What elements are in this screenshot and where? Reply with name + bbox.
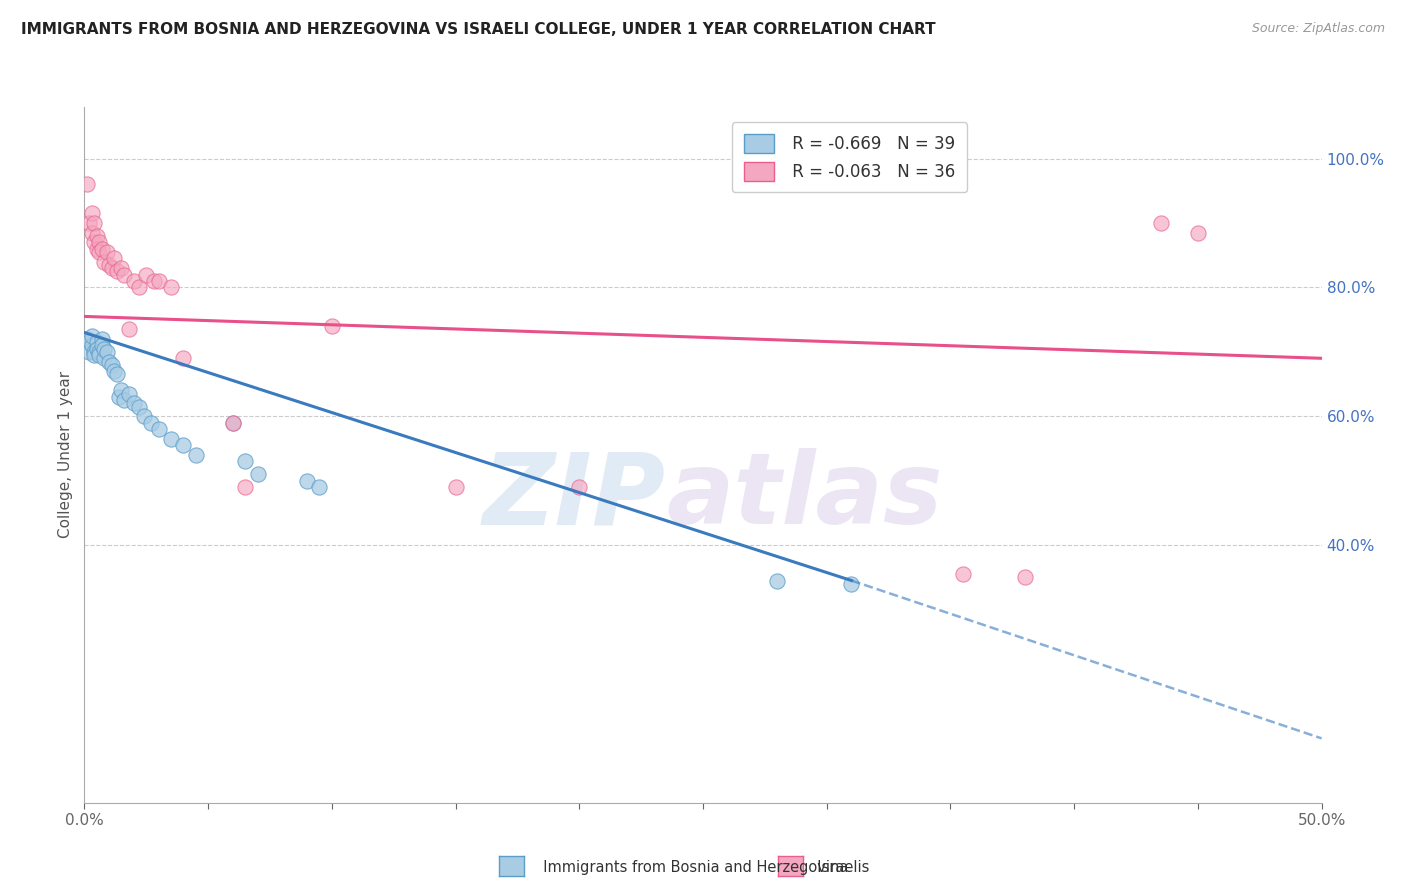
Point (98, 354, 121, 368)
Point (148, 274, 170, 288)
Point (90, 332, 112, 346)
Text: ZIP: ZIP (482, 448, 666, 545)
Point (142, 274, 165, 288)
Text: Immigrants from Bosnia and Herzegovina: Immigrants from Bosnia and Herzegovina (534, 860, 849, 874)
Point (83, 344, 105, 359)
Point (80, 338, 103, 352)
Point (86, 228, 108, 243)
Point (568, 480, 591, 494)
Point (122, 274, 145, 288)
Point (141, 416, 163, 430)
Point (118, 322, 141, 336)
Y-axis label: College, Under 1 year: College, Under 1 year (58, 371, 73, 539)
Point (128, 400, 150, 414)
Point (100, 261, 122, 276)
Point (76, 178, 98, 192)
Point (80, 226, 103, 240)
Text: atlas: atlas (666, 448, 942, 545)
Point (246, 467, 269, 482)
Point (132, 409, 155, 424)
Point (222, 416, 245, 430)
Point (233, 454, 256, 468)
Point (222, 416, 245, 430)
Point (89, 344, 111, 359)
Point (184, 448, 207, 462)
Point (105, 368, 128, 382)
Point (89, 348, 111, 362)
Point (112, 268, 135, 282)
Point (79, 216, 101, 230)
Point (83, 235, 105, 250)
Point (1150, 216, 1173, 230)
Point (79, 335, 101, 350)
Point (90, 242, 112, 256)
Point (295, 474, 318, 488)
Point (172, 351, 194, 366)
Point (79, 344, 101, 359)
Point (108, 390, 131, 404)
Point (83, 348, 105, 362)
Point (135, 268, 157, 282)
Point (160, 432, 183, 446)
Text: Source: ZipAtlas.com: Source: ZipAtlas.com (1251, 22, 1385, 36)
Point (93, 342, 115, 356)
Point (952, 567, 974, 582)
Point (80, 328, 103, 343)
Point (444, 480, 467, 494)
Point (148, 422, 170, 436)
Point (89, 244, 111, 259)
Point (841, 576, 863, 591)
Point (89, 235, 111, 250)
Point (118, 386, 141, 401)
Point (112, 393, 135, 408)
Legend:  R = -0.669   N = 39,  R = -0.063   N = 36: R = -0.669 N = 39, R = -0.063 N = 36 (733, 122, 967, 193)
Point (100, 358, 122, 372)
Point (83, 216, 105, 230)
Point (160, 280, 183, 294)
Point (96, 244, 118, 259)
Point (103, 252, 125, 266)
Point (110, 384, 132, 398)
Point (110, 261, 132, 276)
Text: Israelis: Israelis (808, 860, 870, 874)
Point (93, 351, 115, 366)
Text: IMMIGRANTS FROM BOSNIA AND HERZEGOVINA VS ISRAELI COLLEGE, UNDER 1 YEAR CORRELAT: IMMIGRANTS FROM BOSNIA AND HERZEGOVINA V… (21, 22, 936, 37)
Point (98, 258, 121, 272)
Point (86, 342, 108, 356)
Point (233, 480, 256, 494)
Point (172, 438, 194, 452)
Point (76, 332, 98, 346)
Point (128, 280, 150, 294)
Point (96, 344, 118, 359)
Point (122, 396, 145, 410)
Point (86, 242, 108, 256)
Point (93, 254, 115, 268)
Point (86, 335, 108, 350)
Point (1014, 570, 1036, 584)
Point (321, 319, 343, 334)
Point (80, 206, 103, 220)
Point (1187, 226, 1209, 240)
Point (766, 574, 789, 588)
Point (103, 364, 125, 378)
Point (105, 264, 128, 278)
Point (308, 480, 330, 494)
Point (90, 338, 112, 352)
